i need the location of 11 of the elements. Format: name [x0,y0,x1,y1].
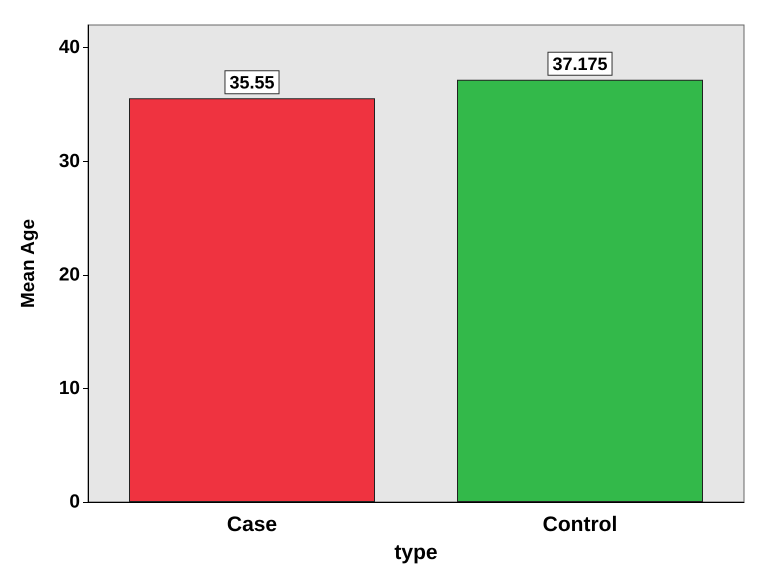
x-tick-label: Case [226,513,278,536]
x-axis-title: type [394,541,438,564]
data-label: 37.175 [552,54,608,74]
y-tick-label: 0 [69,492,80,512]
x-tick-label: Control [542,513,618,536]
y-tick-label: 10 [58,378,80,399]
y-tick-label: 40 [58,37,80,58]
y-axis-title: Mean Age [18,218,39,308]
data-label: 35.55 [229,72,275,92]
y-tick-label: 30 [58,150,80,172]
y-tick-label: 20 [58,264,80,286]
